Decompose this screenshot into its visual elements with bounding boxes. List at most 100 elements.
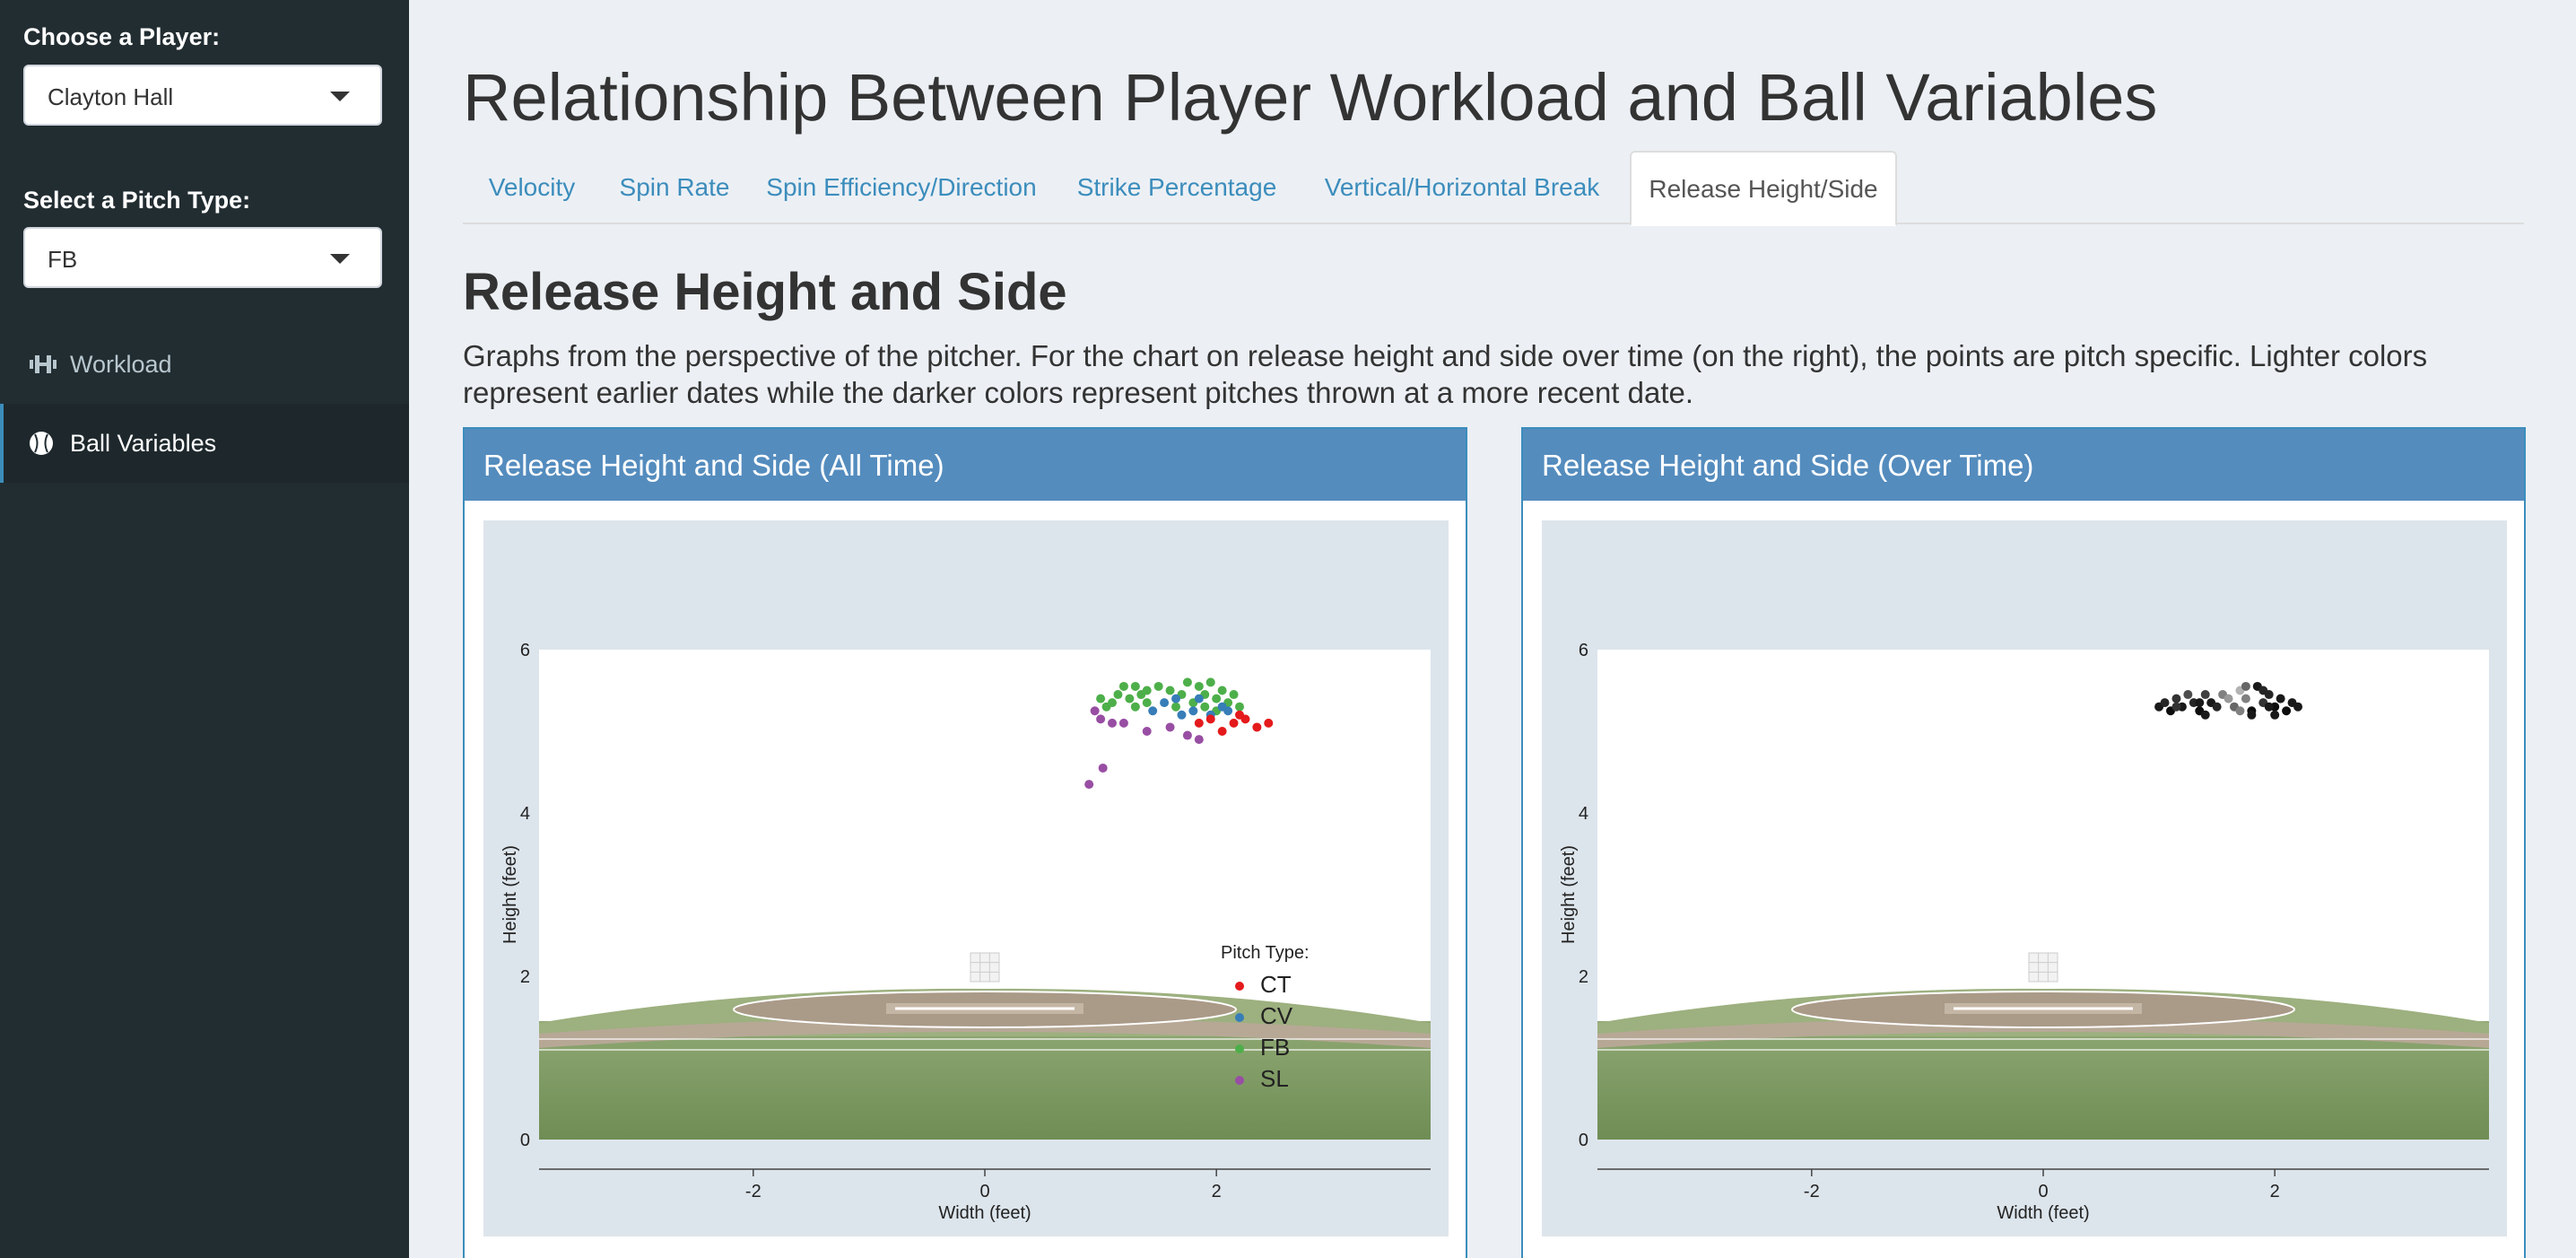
legend-title: Pitch Type:	[1221, 943, 1310, 963]
chart-box-all-time: Release Height and Side (All Time) -2 0 2 0…	[463, 427, 1467, 1258]
legend-entry: CV	[1260, 1002, 1293, 1029]
data-point	[1252, 722, 1262, 732]
data-point	[2212, 702, 2222, 712]
data-point	[1142, 727, 1152, 736]
legend-entry: SL	[1260, 1065, 1289, 1092]
field-illustration	[1597, 952, 2489, 1140]
legend-marker	[1235, 1044, 1244, 1053]
x-axis-label: Width (feet)	[1997, 1203, 2089, 1223]
data-point	[1235, 702, 1244, 712]
data-point	[2160, 698, 2170, 708]
data-point	[1108, 698, 1117, 708]
y-axis-label: Height (feet)	[1559, 845, 1579, 944]
legend-marker	[1235, 982, 1244, 991]
tab-spin-efficiency-direction[interactable]: Spin Efficiency/Direction	[766, 173, 1037, 201]
y-tick-label: 6	[1579, 641, 1588, 660]
sidebar-item-workload[interactable]: Workload	[0, 325, 409, 404]
data-point	[1235, 710, 1244, 720]
x-tick-label: -2	[1804, 1182, 1820, 1201]
data-point	[2195, 698, 2205, 708]
data-point	[1205, 714, 1215, 724]
x-tick-label: -2	[745, 1182, 761, 1201]
data-point	[1200, 702, 1210, 712]
legend-marker	[1235, 1076, 1244, 1085]
data-point	[2276, 694, 2285, 703]
data-point	[2224, 694, 2233, 703]
chart-box-over-time: Release Height and Side (Over Time) -2 0 2…	[1521, 427, 2526, 1258]
release-chart-all-time: -2 0 2 0 2 4 6 Width (feet) Height (feet) Pitch T…	[500, 641, 1431, 1223]
data-point	[1096, 694, 1106, 703]
data-point	[1229, 718, 1239, 728]
data-point	[1165, 722, 1175, 732]
y-tick-label: 0	[520, 1131, 530, 1150]
data-point	[1165, 686, 1175, 695]
tab-velocity[interactable]: Velocity	[488, 173, 576, 201]
legend-entry: FB	[1260, 1034, 1290, 1061]
data-point	[1217, 686, 1227, 695]
grass-field	[1597, 1021, 2489, 1140]
tab-strike-percentage[interactable]: Strike Percentage	[1076, 173, 1277, 201]
tab-vertical-horizontal-break[interactable]: Vertical/Horizontal Break	[1324, 173, 1600, 201]
data-point	[1148, 706, 1158, 716]
dumbbell-icon	[30, 355, 57, 373]
legend-entry: CT	[1260, 971, 1292, 998]
player-select[interactable]: Clayton Hall	[23, 65, 382, 126]
tab-spin-rate[interactable]: Spin Rate	[619, 173, 730, 201]
data-point	[2200, 690, 2210, 700]
warning-track	[539, 1018, 1431, 1048]
data-point	[1188, 706, 1198, 716]
data-point	[2183, 690, 2193, 700]
field-illustration	[539, 952, 1431, 1140]
page-title: Relationship Between Player Workload and…	[463, 60, 2158, 135]
box-title: Release Height and Side (All Time)	[465, 429, 1466, 501]
data-point	[2235, 706, 2245, 716]
data-point	[1171, 702, 1180, 712]
pitch-select-label: Select a Pitch Type:	[23, 187, 251, 214]
data-point	[1118, 681, 1128, 691]
data-point	[2282, 706, 2292, 716]
x-axis-label: Width (feet)	[938, 1203, 1031, 1223]
y-tick-label: 2	[1579, 967, 1588, 987]
infield-line	[1791, 991, 2295, 1028]
player-select-value: Clayton Hall	[48, 83, 174, 110]
section-description: Graphs from the perspective of the pitch…	[463, 339, 2428, 409]
data-point	[1223, 706, 1233, 716]
sidebar-item-ball-variables[interactable]: Ball Variables	[0, 404, 409, 483]
box-title: Release Height and Side (Over Time)	[1523, 429, 2524, 501]
data-point	[1130, 702, 1140, 712]
data-point	[2264, 702, 2274, 712]
chevron-down-icon	[330, 254, 350, 264]
baseball-icon	[30, 432, 53, 455]
data-point	[1229, 690, 1239, 700]
data-point	[1118, 718, 1128, 728]
main-content: Relationship Between Player Workload and…	[409, 0, 2576, 1258]
strike-zone-grid	[2028, 952, 2058, 983]
x-tick-label: 2	[2270, 1182, 2280, 1201]
data-point	[1212, 694, 1222, 703]
pitch-type-select[interactable]: FB	[23, 227, 382, 288]
y-tick-label: 2	[520, 967, 530, 987]
data-point	[1194, 681, 1204, 691]
data-point	[1205, 677, 1215, 687]
data-point	[1113, 690, 1123, 700]
data-point	[1194, 694, 1204, 703]
data-point	[1108, 718, 1117, 728]
strike-zone-grid	[970, 952, 1000, 983]
data-point	[1142, 686, 1152, 695]
data-point	[1153, 681, 1163, 691]
y-tick-label: 6	[520, 641, 530, 660]
release-chart-over-time: -2 0 2 0 2 4 6 Width (feet) Height (feet)	[1559, 641, 2489, 1223]
data-point	[2171, 694, 2181, 703]
data-point	[1096, 714, 1106, 724]
data-point	[1142, 698, 1152, 708]
data-point	[1084, 780, 1094, 790]
tab-release-height-side[interactable]: Release Height/Side	[1630, 151, 1897, 226]
data-point	[2247, 710, 2257, 720]
chevron-down-icon	[330, 92, 350, 101]
warning-track	[1597, 1018, 2489, 1048]
data-point	[2171, 702, 2181, 712]
data-point	[2241, 694, 2250, 703]
sidebar-item-label: Ball Variables	[70, 430, 217, 457]
legend-marker	[1235, 1013, 1244, 1022]
data-point	[1098, 763, 1108, 773]
